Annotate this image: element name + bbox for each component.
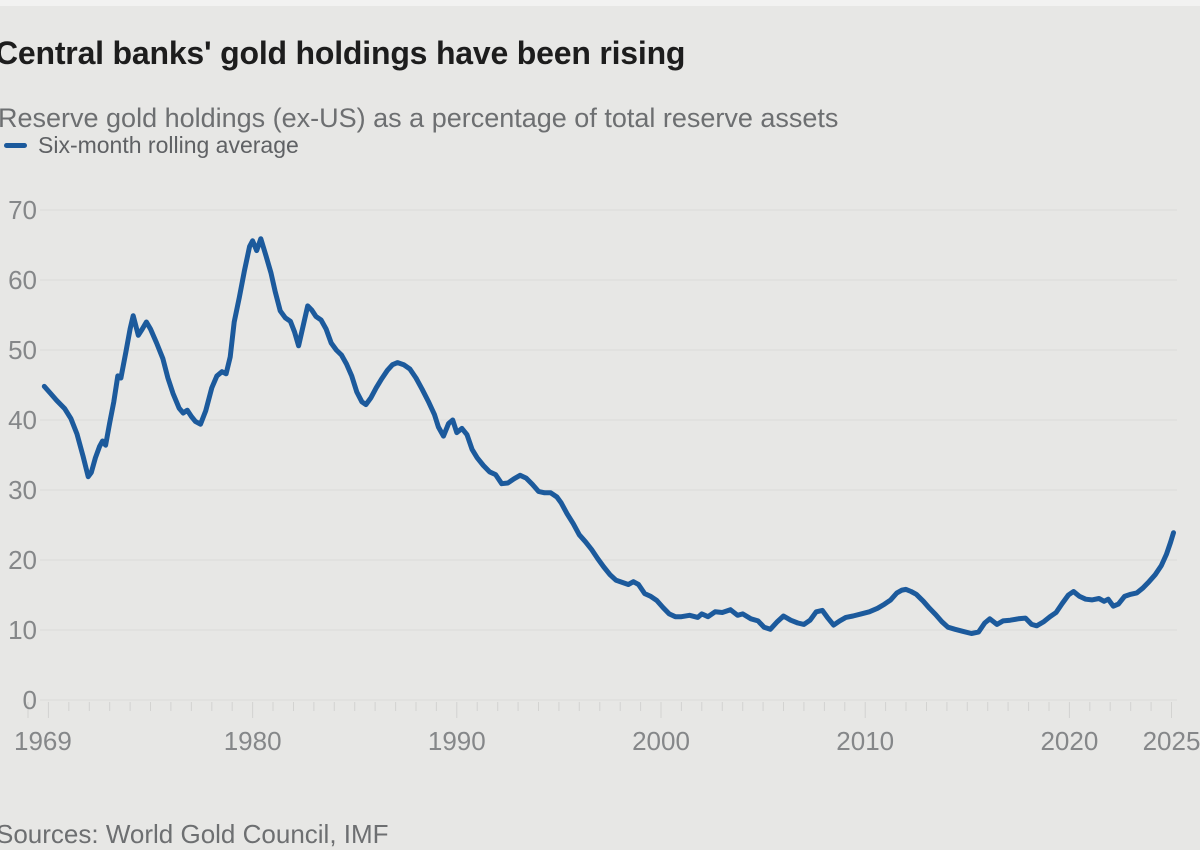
y-axis-label: 0 bbox=[0, 684, 37, 716]
legend: Six-month rolling average bbox=[0, 131, 299, 159]
chart-title: Central banks' gold holdings have been r… bbox=[0, 33, 1195, 73]
y-axis-label: 60 bbox=[0, 264, 37, 296]
y-axis-label: 20 bbox=[0, 544, 37, 576]
y-axis-label: 40 bbox=[0, 404, 37, 436]
y-axis-label: 30 bbox=[0, 474, 37, 506]
chart-subtitle: Reserve gold holdings (ex-US) as a perce… bbox=[0, 101, 1198, 135]
y-axis-label: 50 bbox=[0, 334, 37, 366]
x-axis-label: 2025 bbox=[1134, 726, 1200, 756]
x-axis-label: 2000 bbox=[623, 726, 699, 756]
y-axis-label: 70 bbox=[0, 194, 37, 226]
y-axis-label: 10 bbox=[0, 614, 37, 646]
x-axis-label: 1990 bbox=[419, 726, 495, 756]
x-axis-label: 1980 bbox=[215, 726, 291, 756]
gold-holdings-line bbox=[44, 239, 1173, 634]
x-axis-label: 2020 bbox=[1031, 726, 1107, 756]
legend-label: Six-month rolling average bbox=[38, 132, 299, 159]
line-series-swatch-icon bbox=[4, 143, 27, 148]
x-axis-label: 1969 bbox=[14, 726, 90, 756]
source-note: Sources: World Gold Council, IMF bbox=[0, 819, 1196, 850]
x-axis-label: 2010 bbox=[827, 726, 903, 756]
